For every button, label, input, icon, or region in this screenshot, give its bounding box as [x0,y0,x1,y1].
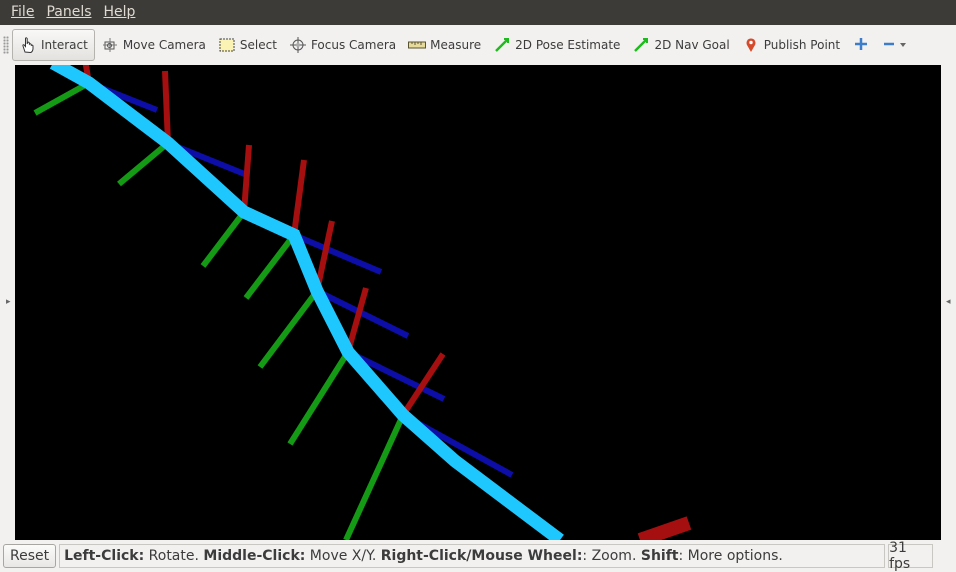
ruler-icon [408,36,427,54]
3d-render-viewport[interactable] [15,65,941,540]
reset-label: Reset [10,547,50,564]
tf-frame-4-z-axis [292,232,383,275]
tf-frame-4-y-axis [243,233,297,300]
menu-bar: File Panels Help [0,0,956,25]
scene-canvas[interactable] [15,65,941,540]
left-panel-collapse-handle[interactable]: ▸ [0,65,14,540]
move-camera-icon [101,36,119,54]
publish-point-tool-button[interactable]: Publish Point [736,30,846,60]
menu-file[interactable]: File [11,4,35,20]
focus-camera-tool-button[interactable]: Focus Camera [283,30,402,60]
hand-pointer-icon [19,36,37,54]
select-label: Select [239,38,277,52]
hint-middle-click-text: Move X/Y. [305,547,381,564]
tf-frame-6-x-axis [345,287,369,353]
tf-frame-2-y-axis [117,140,170,187]
tf-frame-2-x-axis [162,70,171,144]
hint-shift-key: Shift [640,547,679,564]
interact-tool-button[interactable]: Interact [12,29,95,61]
fps-counter: 31 fps [888,540,934,572]
tf-frame-6-z-axis [346,349,446,402]
trajectory-path [49,65,564,540]
2d-pose-estimate-tool-button[interactable]: 2D Pose Estimate [487,30,626,60]
tf-frame-6-y-axis [287,350,351,446]
pose-arrow-icon [493,36,511,54]
tools-toolbar: Interact Move Camera Select Focus Camera… [0,25,956,65]
tf-frame-4-x-axis [291,159,307,236]
select-tool-button[interactable]: Select [212,30,283,60]
move-camera-label: Move Camera [122,38,206,52]
menu-help[interactable]: Help [103,4,136,20]
interact-label: Interact [41,38,88,52]
right-panel-collapse-handle[interactable]: ◂ [942,65,956,540]
remove-tool-button[interactable] [876,30,913,60]
mouse-hint-text: Left-Click: Rotate. Middle-Click: Move X… [59,543,886,568]
tf-frame-5-z-axis [315,288,410,339]
hint-right-click-text: : Zoom. [582,547,641,564]
minus-icon [882,37,896,54]
measure-label: Measure [430,38,482,52]
tf-frame-8-x-axis [637,516,692,540]
dropdown-arrow-icon [899,38,907,52]
measure-tool-button[interactable]: Measure [402,30,487,60]
2d-nav-goal-tool-button[interactable]: 2D Nav Goal [626,30,735,60]
tf-frame-7-y-axis [343,413,406,540]
map-pin-icon [742,36,760,54]
tf-frame-5-x-axis [314,220,335,292]
menu-panels[interactable]: Panels [46,4,92,20]
focus-camera-label: Focus Camera [310,38,397,52]
tf-frame-5-y-axis [257,289,320,369]
hint-left-click-key: Left-Click: [64,547,145,564]
add-tool-button[interactable] [846,30,876,60]
toolbar-grip[interactable] [3,36,9,54]
expand-left-icon: ▸ [6,297,11,307]
hint-middle-click-key: Middle-Click: [203,547,306,564]
move-camera-tool-button[interactable]: Move Camera [95,30,212,60]
status-bar: Reset Left-Click: Rotate. Middle-Click: … [0,540,956,572]
publish-point-label: Publish Point [763,38,841,52]
tf-frame-7-x-axis [400,352,446,417]
hint-right-click-key: Right-Click/Mouse Wheel: [380,547,583,564]
nav-goal-arrow-icon [632,36,650,54]
fps-value: 31 fps [889,539,911,572]
tf-frame-1-y-axis [33,80,91,116]
plus-icon [854,35,868,56]
expand-right-icon: ◂ [946,297,951,307]
reset-button[interactable]: Reset [3,543,57,568]
2d-nav-goal-label: 2D Nav Goal [654,38,730,52]
hint-left-click-text: Rotate. [144,547,204,564]
tf-frame-3-x-axis [241,144,252,213]
2d-pose-estimate-label: 2D Pose Estimate [515,38,621,52]
tf-frame-3-y-axis [200,210,247,268]
hint-shift-text: : More options. [678,547,783,564]
focus-crosshair-icon [289,36,307,54]
select-box-icon [218,36,236,54]
